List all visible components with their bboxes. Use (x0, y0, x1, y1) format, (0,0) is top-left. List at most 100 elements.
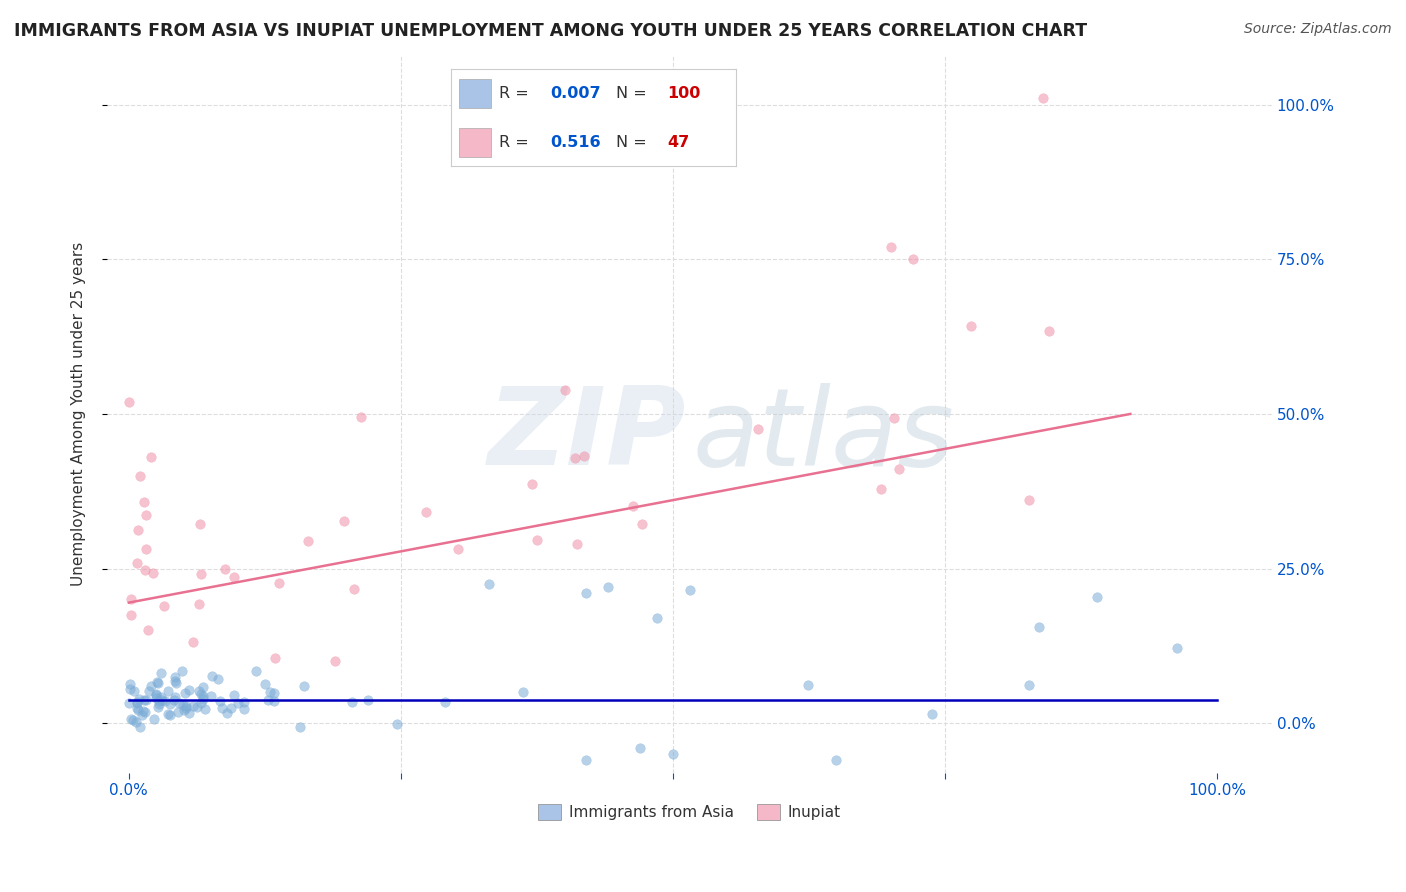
Point (263, 651, 285, 665)
Point (245, 664, 267, 678)
Point (174, 699, 197, 714)
Text: atlas: atlas (693, 383, 955, 488)
Point (118, 696, 141, 710)
Point (136, 623, 159, 637)
Point (163, 674, 186, 689)
Point (135, 508, 157, 523)
Point (165, 670, 187, 684)
Point (921, 706, 943, 721)
Text: IMMIGRANTS FROM ASIA VS INUPIAT UNEMPLOYMENT AMONG YOUTH UNDER 25 YEARS CORRELAT: IMMIGRANTS FROM ASIA VS INUPIAT UNEMPLOY… (14, 22, 1087, 40)
Y-axis label: Unemployment Among Youth under 25 years: Unemployment Among Youth under 25 years (72, 242, 86, 586)
Point (520, 477, 543, 491)
Point (134, 692, 156, 706)
Point (526, 533, 548, 547)
Point (127, 523, 149, 537)
Point (118, 682, 141, 697)
Point (177, 706, 200, 720)
Point (269, 575, 291, 590)
Point (128, 720, 150, 734)
Point (149, 665, 172, 680)
Point (1028, 620, 1050, 634)
Point (621, 500, 644, 514)
Point (142, 566, 165, 580)
Point (148, 700, 170, 714)
Point (172, 698, 194, 712)
Point (207, 673, 229, 687)
Point (170, 664, 193, 678)
Point (127, 696, 149, 710)
Point (120, 712, 142, 726)
Point (434, 695, 457, 709)
Point (143, 712, 166, 726)
Point (148, 694, 170, 708)
Point (122, 684, 145, 698)
Point (135, 541, 157, 556)
Point (135, 693, 157, 707)
Point (232, 695, 254, 709)
Point (193, 689, 215, 703)
Point (162, 693, 184, 707)
Point (194, 702, 217, 716)
Point (159, 708, 181, 723)
Point (148, 697, 170, 711)
Point (190, 696, 212, 710)
Point (125, 714, 148, 729)
Point (596, 580, 619, 594)
Point (141, 679, 163, 693)
Point (188, 683, 211, 698)
Point (290, 720, 312, 734)
Point (134, 563, 156, 577)
Point (159, 697, 181, 711)
Point (118, 677, 141, 691)
Point (122, 713, 145, 727)
Point (173, 686, 195, 700)
Point (292, 679, 315, 693)
Point (901, 252, 924, 267)
Point (150, 690, 173, 704)
Point (150, 693, 173, 707)
Point (630, 517, 652, 532)
Point (167, 705, 190, 719)
Point (177, 683, 200, 698)
Point (226, 696, 249, 710)
Point (209, 694, 232, 708)
Point (478, 576, 501, 591)
Point (145, 675, 167, 690)
Point (447, 542, 470, 557)
Point (174, 701, 197, 715)
Point (127, 703, 149, 717)
Point (575, 586, 598, 600)
Point (188, 597, 211, 611)
Point (356, 693, 378, 707)
Point (224, 689, 246, 703)
Point (157, 707, 180, 722)
Point (1018, 678, 1040, 692)
Point (211, 700, 233, 714)
Point (145, 690, 167, 705)
Point (256, 693, 278, 707)
Point (512, 685, 534, 699)
Point (415, 505, 437, 519)
Point (120, 592, 142, 607)
Point (125, 695, 148, 709)
Point (165, 675, 187, 690)
Point (263, 685, 285, 699)
Point (128, 692, 150, 706)
Point (128, 468, 150, 483)
Point (219, 701, 242, 715)
Point (887, 462, 910, 476)
Point (870, 482, 893, 496)
Point (259, 685, 281, 699)
Point (1166, 640, 1188, 655)
Point (190, 566, 212, 581)
Point (120, 608, 142, 623)
Point (125, 701, 148, 715)
Point (163, 690, 186, 704)
Point (118, 394, 141, 409)
Point (883, 411, 905, 425)
Point (127, 556, 149, 570)
Point (224, 570, 246, 584)
Point (134, 705, 156, 719)
Point (747, 422, 769, 436)
Point (188, 516, 211, 531)
